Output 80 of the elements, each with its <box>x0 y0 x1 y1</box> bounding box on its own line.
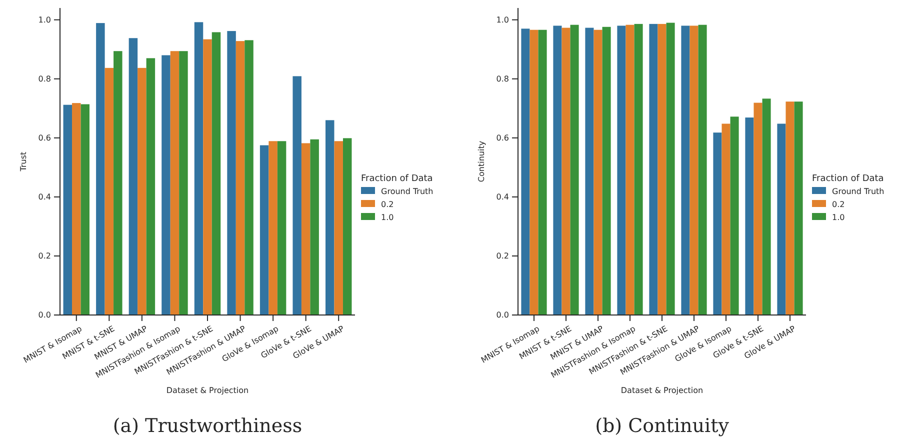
bar <box>602 26 611 315</box>
bar <box>334 141 343 315</box>
bar <box>762 98 771 315</box>
bar <box>138 68 146 315</box>
bar <box>730 116 739 315</box>
y-tick-label: 1.0 <box>496 15 509 24</box>
bar <box>63 104 72 315</box>
bar <box>301 143 310 315</box>
y-tick-label: 0.8 <box>496 74 509 84</box>
y-tick-label: 1.0 <box>38 15 51 24</box>
bar <box>634 24 643 315</box>
bar <box>713 132 722 315</box>
bar <box>521 28 530 315</box>
bar <box>104 68 114 315</box>
bar <box>777 124 786 315</box>
bar <box>681 26 690 315</box>
legend-label: 0.2 <box>832 200 845 209</box>
y-tick-label: 0.6 <box>38 133 51 142</box>
bar <box>794 102 803 315</box>
bar <box>212 32 221 315</box>
bar <box>244 40 254 315</box>
bar <box>277 141 286 315</box>
bar <box>268 141 278 315</box>
bar <box>649 24 658 315</box>
bar <box>754 102 762 315</box>
y-axis-title: Trust <box>19 152 28 172</box>
legend-title: Fraction of Data <box>812 174 884 184</box>
bar <box>326 120 334 315</box>
bar <box>179 51 188 315</box>
legend-label: 1.0 <box>832 213 845 222</box>
bar <box>236 41 245 315</box>
bar <box>562 28 570 315</box>
bar <box>698 24 707 315</box>
text: (a) Trustworthiness <box>112 415 302 437</box>
y-tick-label: 0.8 <box>38 74 51 84</box>
bar <box>227 31 236 315</box>
bar <box>72 103 81 315</box>
x-axis-title: Dataset & Projection <box>620 386 704 395</box>
bar <box>585 28 594 315</box>
text: (b) Continuity <box>595 415 730 437</box>
legend-label: Ground Truth <box>832 187 884 196</box>
bar <box>666 22 675 315</box>
bar <box>553 26 562 315</box>
y-tick-label: 0.2 <box>38 252 51 261</box>
bar <box>80 104 90 315</box>
bar <box>260 145 269 315</box>
y-tick-label: 0.4 <box>496 192 509 202</box>
y-tick-label: 0.0 <box>38 310 51 320</box>
legend-label: Ground Truth <box>381 187 434 196</box>
bar <box>162 55 170 315</box>
x-axis-title: Dataset & Projection <box>166 386 249 395</box>
bar <box>128 38 138 315</box>
y-tick-label: 0.4 <box>38 192 51 202</box>
bar <box>96 23 105 315</box>
legend-title: Fraction of Data <box>361 174 433 184</box>
legend-label: 0.2 <box>381 200 394 209</box>
bar <box>690 26 698 315</box>
y-tick-label: 0.6 <box>496 133 509 142</box>
bar <box>146 58 156 315</box>
legend-label: 1.0 <box>381 213 394 222</box>
bar <box>114 51 122 315</box>
bar <box>342 138 352 315</box>
bar <box>626 24 634 315</box>
bar <box>722 124 730 315</box>
bar <box>530 30 538 315</box>
bar <box>617 26 626 315</box>
bar <box>538 30 547 315</box>
bar <box>594 30 602 315</box>
y-tick-label: 0.2 <box>496 252 509 261</box>
bar <box>658 24 666 315</box>
bar <box>310 139 319 315</box>
bar <box>203 39 212 315</box>
bar <box>292 76 302 315</box>
bar <box>570 24 579 315</box>
y-tick-label: 0.0 <box>496 310 509 320</box>
bar <box>786 102 794 315</box>
bar <box>170 51 180 315</box>
bar <box>745 118 754 315</box>
y-axis-title: Continuity <box>477 140 486 182</box>
bar <box>194 22 204 315</box>
